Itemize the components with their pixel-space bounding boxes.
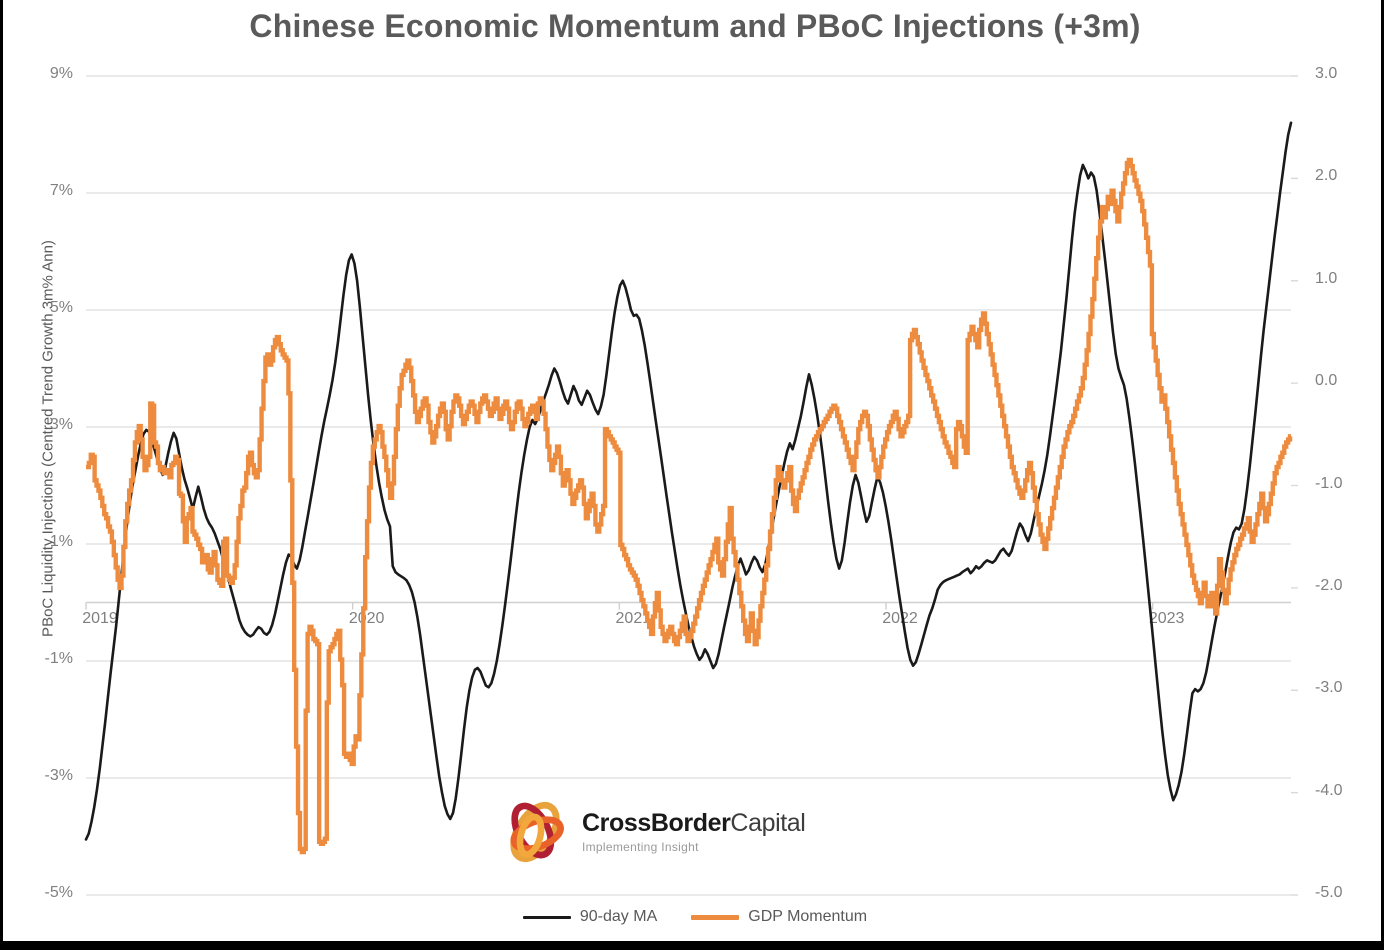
swirl-logo-icon — [510, 801, 564, 863]
y-axis-tick-label: 5% — [49, 299, 73, 316]
y-axis-tick-label: -3% — [44, 767, 73, 784]
x-axis-tick-label: 2023 — [1148, 610, 1185, 627]
legend-color-swatch — [522, 915, 571, 919]
chart-legend: 90-day MA GDP Momentum — [3, 908, 1384, 926]
y-axis-tick-label: -1% — [44, 650, 73, 667]
logo-name-bold: CrossBorder — [582, 809, 731, 837]
y2-axis-tick-label: 0.0 — [1315, 372, 1338, 390]
legend-label: 90-day MA — [579, 908, 658, 925]
y-axis-tick-label: 7% — [49, 182, 73, 199]
gridlines — [86, 75, 1291, 896]
chart-title: Chinese Economic Momentum and PBoC Injec… — [249, 8, 1141, 44]
y2-axis-tick-label: 3.0 — [1315, 65, 1338, 82]
y2-axis-tick-label: 2.0 — [1315, 167, 1338, 185]
series-line-90-day-ma — [84, 121, 1293, 841]
legend-label: GDP Momentum — [748, 908, 868, 925]
x-axis-tick-label: 2020 — [348, 610, 385, 627]
logo-tagline: Implementing Insight — [582, 840, 699, 854]
series-line-gdp-momentum — [86, 157, 1293, 855]
axis-tick-marks — [85, 75, 1298, 896]
y-axis-tick-label: 9% — [49, 65, 73, 82]
x-axis-tick-label: 2019 — [82, 610, 118, 627]
y-axis-tick-label: -5% — [44, 884, 73, 901]
y2-axis-tick-label: -1.0 — [1315, 474, 1343, 492]
y2-axis-tick-label: -5.0 — [1315, 884, 1343, 901]
x-axis-tick-label: 2021 — [615, 610, 652, 627]
plot-area — [84, 75, 1298, 896]
x-axis-tick-label: 2022 — [882, 610, 918, 627]
crossborder-capital-logo: CrossBorderCapital Implementing Insight — [498, 795, 806, 869]
y2-axis-tick-label: -4.0 — [1315, 781, 1343, 799]
y2-axis-tick-label: -3.0 — [1315, 679, 1343, 697]
legend-item-1[interactable]: 90-day MA — [522, 908, 658, 926]
logo-name-light: Capital — [730, 809, 806, 837]
y-axis-tick-label: 1% — [49, 533, 73, 550]
legend-item-2[interactable]: GDP Momentum — [691, 908, 867, 926]
y2-axis-tick-label: 1.0 — [1315, 269, 1338, 287]
legend-color-swatch — [691, 914, 740, 920]
chart-container: Chinese Economic Momentum and PBoC Injec… — [3, 0, 1384, 950]
y2-axis-tick-label: -2.0 — [1315, 576, 1343, 594]
y-axis-tick-label: 3% — [49, 416, 73, 433]
